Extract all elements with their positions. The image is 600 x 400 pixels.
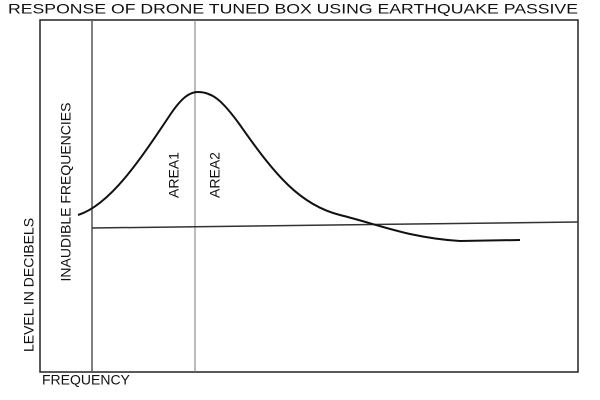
- title: RESPONSE OF DRONE TUNED BOX USING EARTHQ…: [8, 1, 578, 17]
- response-curve: [77, 90, 521, 243]
- region-label: INAUDIBLE FREQUENCIES: [58, 103, 74, 282]
- reference-line: [91, 221, 579, 229]
- y-axis-label: LEVEL IN DECIBELS: [21, 218, 37, 352]
- frame: [39, 19, 579, 373]
- x-axis-label: FREQUENCY: [42, 372, 131, 388]
- region-label: AREA2: [207, 152, 223, 198]
- region-label: AREA1: [166, 152, 182, 198]
